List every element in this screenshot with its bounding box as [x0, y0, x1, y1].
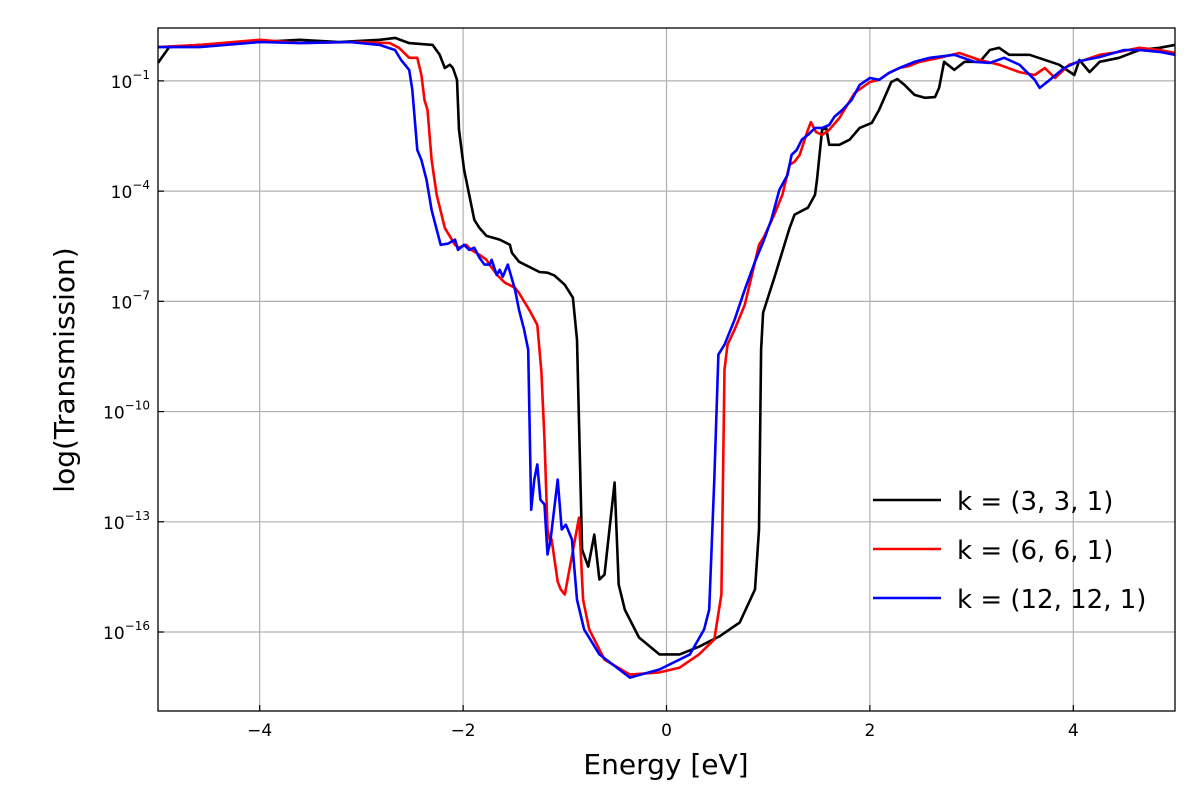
x-axis-label: Energy [eV]: [583, 748, 748, 781]
y-tick-exponent: −13: [125, 509, 150, 523]
y-tick-base: 10: [103, 404, 125, 424]
y-tick-label: 10−7: [111, 288, 150, 313]
legend-label-1: k = (6, 6, 1): [957, 536, 1113, 566]
y-axis-label: log(Transmission): [48, 247, 81, 492]
y-tick-exponent: −16: [125, 619, 150, 633]
legend: k = (3, 3, 1) k = (6, 6, 1) k = (12, 12, 1…: [873, 487, 1146, 615]
x-tick-label: −2: [451, 721, 476, 741]
y-tick-label: 10−13: [103, 509, 150, 534]
y-tick-label: 10−10: [103, 399, 150, 424]
y-tick-label: 10−4: [111, 178, 150, 203]
y-tick-base: 10: [111, 73, 133, 93]
y-tick-exponent: −1: [132, 68, 150, 82]
grid-lines: [158, 28, 1175, 711]
y-tick-base: 10: [111, 183, 133, 203]
legend-label-0: k = (3, 3, 1): [957, 487, 1113, 517]
y-tick-exponent: −4: [132, 178, 150, 192]
x-tick-label: 4: [1068, 721, 1079, 741]
y-tick-base: 10: [111, 293, 133, 313]
series-lines: [158, 36, 1175, 679]
y-tick-label: 10−1: [111, 68, 150, 93]
series-line-1: [158, 38, 1175, 676]
y-tick-label: 10−16: [103, 619, 150, 644]
legend-label-2: k = (12, 12, 1): [957, 585, 1146, 615]
x-tick-label: −4: [247, 721, 272, 741]
series-line-2: [158, 40, 1175, 679]
y-tick-exponent: −7: [132, 288, 150, 302]
x-tick-label: 0: [661, 721, 672, 741]
y-tick-base: 10: [103, 624, 125, 644]
y-tick-exponent: −10: [125, 399, 150, 413]
x-tick-label: 2: [864, 721, 875, 741]
series-line-0: [158, 36, 1175, 656]
y-tick-base: 10: [103, 514, 125, 534]
